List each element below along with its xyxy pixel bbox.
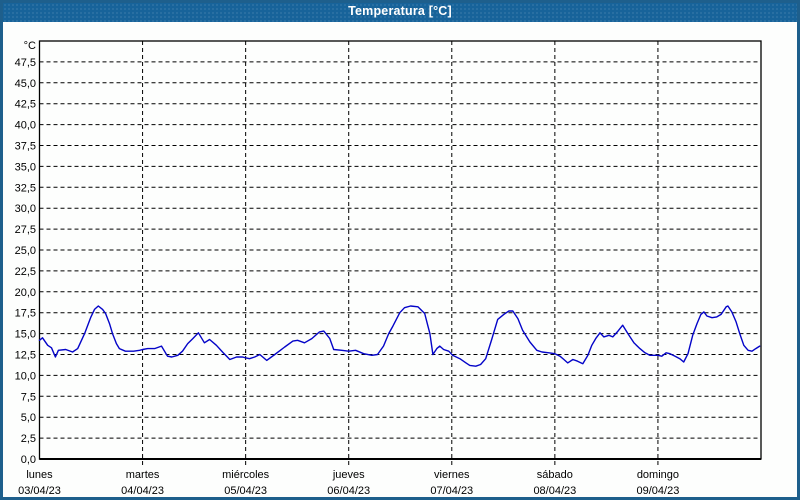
y-tick-label: 22,5 [15,266,36,278]
x-day-date-label: 07/04/23 [430,485,473,497]
y-tick-label: 0,0 [21,454,36,466]
x-day-name-label: viernes [434,469,470,481]
y-tick-label: 17,5 [15,308,36,320]
y-tick-label: 32,5 [15,182,36,194]
y-tick-label: 42,5 [15,99,36,111]
y-tick-label: 37,5 [15,141,36,153]
temperature-series-line [38,305,761,367]
y-tick-label: 47,5 [15,57,36,69]
x-day-name-label: domingo [637,469,679,481]
y-tick-labels: 0,0 2,5 5,0 7,5 10,0 12,5 15,0 17,5 20,0 22,5 25,0… [15,40,36,466]
y-tick-label: 7,5 [21,391,36,403]
y-tick-label: 20,0 [15,287,36,299]
y-tick-label: 27,5 [15,224,36,236]
y-axis-unit-label: °C [24,40,36,52]
y-tick-label: 2,5 [21,433,36,445]
x-day-name-label: martes [126,469,160,481]
y-tick-label: 40,0 [15,120,36,132]
x-day-name-label: lunes [26,469,53,481]
x-day-date-label: 08/04/23 [533,485,576,497]
x-day-name-label: jueves [332,469,365,481]
x-day-name-label: sábado [537,469,573,481]
x-day-date-label: 05/04/23 [224,485,267,497]
y-tick-label: 12,5 [15,350,36,362]
temperature-chart: 0,0 2,5 5,0 7,5 10,0 12,5 15,0 17,5 20,0 22,5 25,0… [15,40,762,497]
y-tick-label: 30,0 [15,203,36,215]
y-tick-label: 25,0 [15,245,36,257]
y-tick-label: 45,0 [15,78,36,90]
window-titlebar: Temperatura [°C] [0,0,800,22]
x-gridlines [142,41,659,465]
x-day-date-label: 06/04/23 [327,485,370,497]
y-gridlines [39,61,761,439]
y-tick-label: 10,0 [15,370,36,382]
x-day-name-label: miércoles [222,469,270,481]
window-title: Temperatura [°C] [348,4,452,18]
y-tick-label: 15,0 [15,329,36,341]
x-day-date-label: 03/04/23 [18,485,61,497]
y-tick-label: 35,0 [15,161,36,173]
x-day-date-label: 04/04/23 [121,485,164,497]
x-day-labels: lunes 03/04/23 martes 04/04/23 miércoles 05/0… [18,469,679,497]
y-tick-label: 5,0 [21,412,36,424]
x-day-date-label: 09/04/23 [637,485,680,497]
